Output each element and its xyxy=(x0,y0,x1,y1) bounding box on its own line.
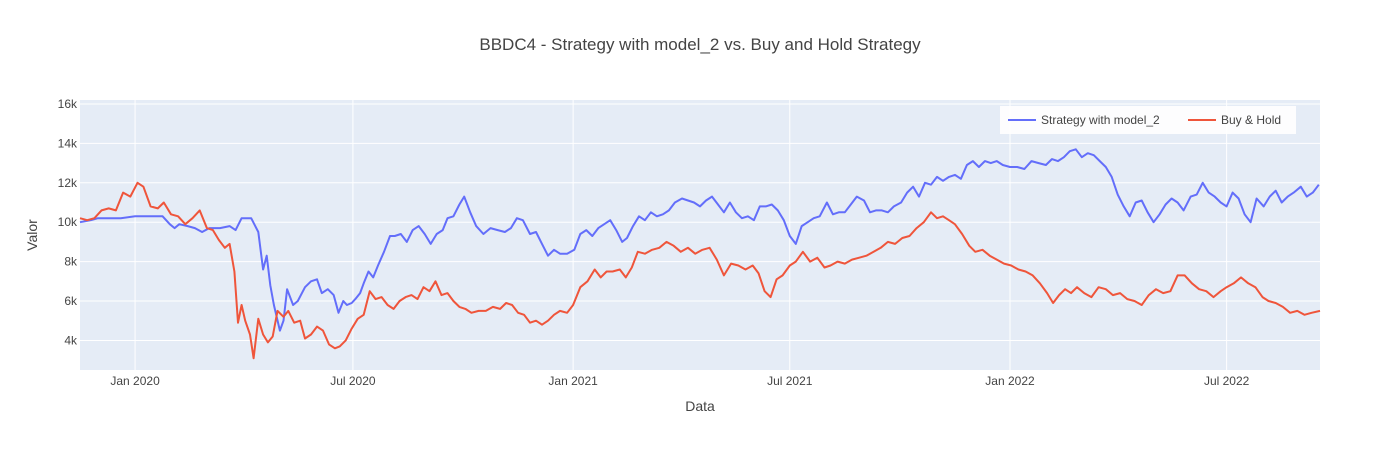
x-tick-label: Jul 2022 xyxy=(1204,374,1250,388)
y-tick-label: 4k xyxy=(64,333,78,347)
legend[interactable]: Strategy with model_2 Buy & Hold xyxy=(1000,106,1296,134)
y-axis-ticks: 4k 6k 8k 10k 12k 14k 16k xyxy=(58,97,78,347)
legend-label: Buy & Hold xyxy=(1221,113,1281,127)
y-tick-label: 12k xyxy=(58,176,78,190)
chart-title: BBDC4 - Strategy with model_2 vs. Buy an… xyxy=(479,35,921,54)
y-tick-label: 8k xyxy=(64,255,78,269)
x-tick-label: Jul 2020 xyxy=(330,374,376,388)
x-tick-label: Jan 2020 xyxy=(110,374,160,388)
y-tick-label: 10k xyxy=(58,215,78,229)
y-tick-label: 16k xyxy=(58,97,78,111)
y-axis-title: Valor xyxy=(24,219,40,251)
y-tick-label: 6k xyxy=(64,294,78,308)
legend-item-0[interactable]: Strategy with model_2 xyxy=(1008,113,1160,127)
legend-item-1[interactable]: Buy & Hold xyxy=(1188,113,1281,127)
x-axis-ticks: Jan 2020 Jul 2020 Jan 2021 Jul 2021 Jan 2022… xyxy=(110,374,1249,388)
x-tick-label: Jan 2022 xyxy=(985,374,1035,388)
x-tick-label: Jul 2021 xyxy=(767,374,813,388)
series-line-1[interactable] xyxy=(79,181,1321,360)
legend-box xyxy=(1000,106,1296,134)
series-lines xyxy=(79,148,1321,360)
plot-area xyxy=(80,100,1320,370)
y-tick-label: 14k xyxy=(58,136,78,150)
legend-label: Strategy with model_2 xyxy=(1041,113,1160,127)
x-tick-label: Jan 2021 xyxy=(548,374,598,388)
x-axis-title: Data xyxy=(685,398,715,414)
series-line-0[interactable] xyxy=(79,148,1320,332)
